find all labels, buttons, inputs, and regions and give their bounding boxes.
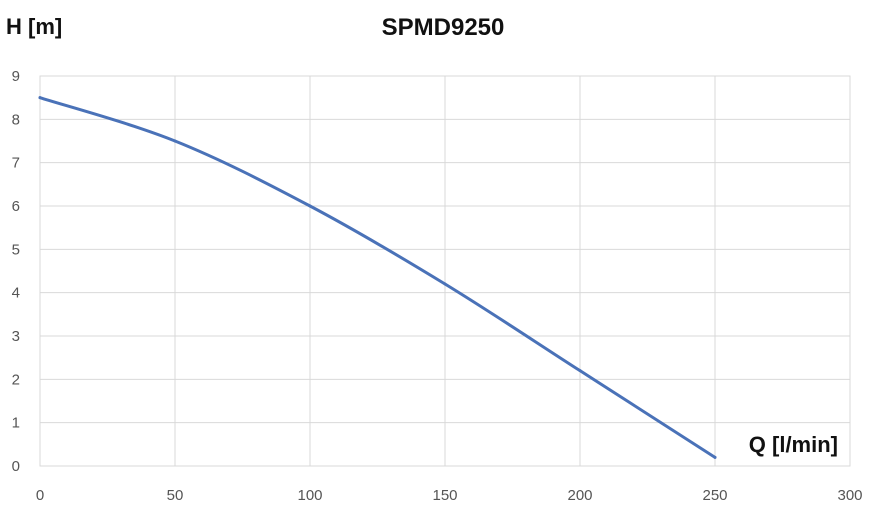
data-point: [308, 204, 312, 208]
data-point: [173, 139, 177, 143]
x-tick-label: 0: [36, 487, 44, 504]
y-tick-label: 9: [12, 68, 20, 85]
y-tick-label: 5: [12, 241, 20, 258]
y-axis-title: H [m]: [6, 14, 62, 39]
y-tick-label: 8: [12, 111, 20, 128]
y-tick-label: 2: [12, 371, 20, 388]
x-tick-label: 300: [837, 487, 862, 504]
x-tick-label: 200: [567, 487, 592, 504]
y-tick-label: 4: [12, 285, 20, 302]
series-layer: [38, 96, 717, 459]
data-point: [443, 282, 447, 286]
data-point: [578, 369, 582, 373]
y-tick-label: 3: [12, 328, 20, 345]
y-tick-label: 0: [12, 458, 20, 475]
y-axis-ticks: 0 1 2 3 4 5 6 7 8 9: [12, 68, 20, 475]
data-point: [38, 96, 42, 100]
x-tick-label: 100: [297, 487, 322, 504]
x-tick-label: 50: [167, 487, 184, 504]
x-tick-label: 150: [432, 487, 457, 504]
x-axis-ticks: 0 50 100 150 200 250 300: [36, 487, 863, 504]
chart-title: SPMD9250: [382, 14, 505, 41]
y-tick-label: 6: [12, 198, 20, 215]
y-tick-label: 1: [12, 415, 20, 432]
data-point: [713, 455, 717, 459]
series-line: [38, 96, 717, 459]
plot-frame: [39, 75, 851, 467]
y-tick-label: 7: [12, 155, 20, 172]
x-axis-title: Q [l/min]: [749, 432, 838, 457]
x-tick-label: 250: [702, 487, 727, 504]
